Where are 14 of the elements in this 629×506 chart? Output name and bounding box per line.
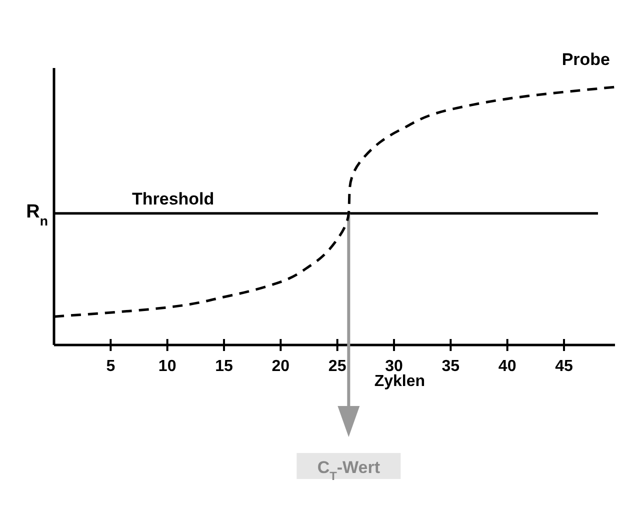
x-tick-label: 30 [385,358,403,375]
x-tick-label: 45 [555,358,573,375]
x-tick-label: 15 [215,358,233,375]
x-tick-label: 35 [442,358,460,375]
text: C$_{T}$-Wert [317,458,380,483]
series-label: Probe [562,50,610,69]
y-axis-title: R$_{n}$ [26,201,48,228]
x-tick-label: 25 [328,358,346,375]
ref-line-label: Threshold [132,189,214,208]
x-tick-label: 40 [498,358,516,375]
x-tick-label: 20 [272,358,290,375]
x-tick-label: 10 [158,358,176,375]
x-axis-title: Zyklen [374,373,426,390]
x-tick-label: 5 [106,358,116,375]
